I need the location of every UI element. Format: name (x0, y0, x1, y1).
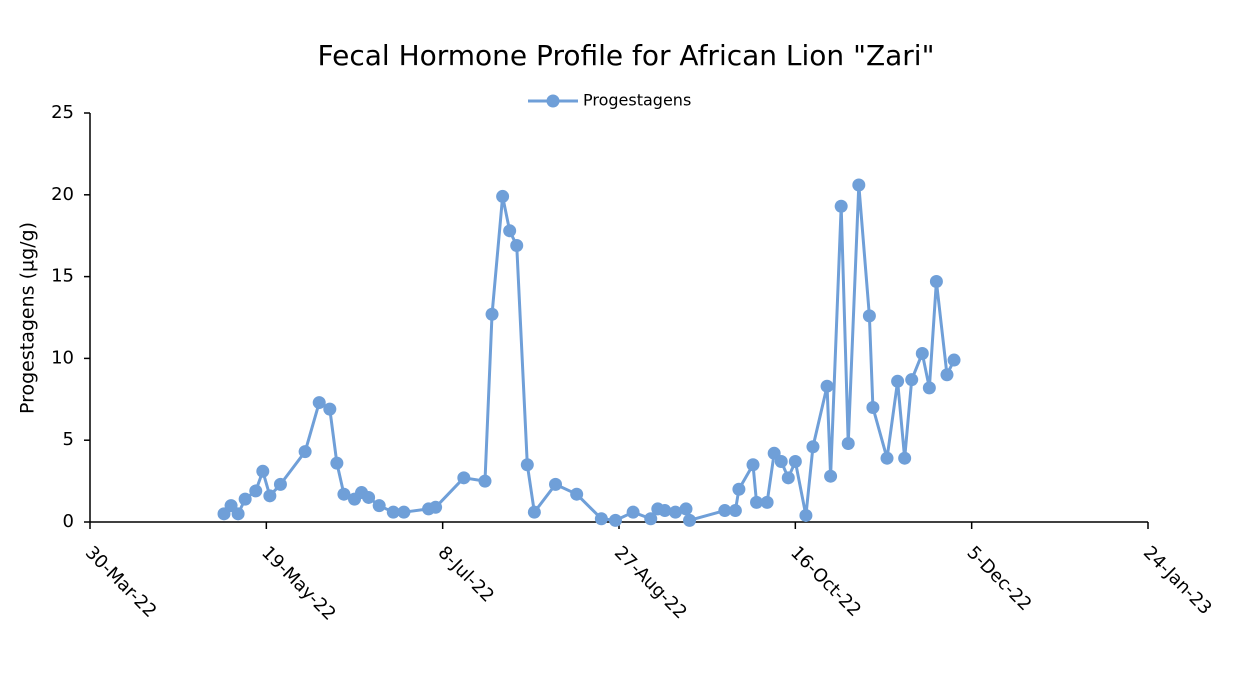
x-tick-label: 16-Oct-22 (786, 542, 865, 621)
data-point (898, 451, 912, 465)
data-point (820, 379, 834, 393)
x-tick-label: 5-Dec-22 (963, 542, 1036, 615)
y-tick-label: 25 (51, 102, 74, 123)
x-tick-label: 30-Mar-22 (81, 542, 161, 622)
data-point (760, 495, 774, 509)
data-point (520, 458, 534, 472)
data-point (231, 507, 245, 521)
x-tick-label: 24-Jan-23 (1139, 542, 1216, 619)
data-point (929, 275, 943, 289)
data-point (852, 178, 866, 192)
legend-marker (546, 94, 560, 108)
data-point (549, 477, 563, 491)
data-point (362, 490, 376, 504)
data-point (594, 512, 608, 526)
data-point (256, 464, 270, 478)
y-tick-label: 20 (51, 184, 74, 205)
data-point (273, 477, 287, 491)
data-point (668, 505, 682, 519)
data-point (728, 504, 742, 518)
data-point (940, 368, 954, 382)
y-axis-title: Progestagens (µg/g) (17, 222, 39, 414)
data-point (298, 445, 312, 459)
data-point (263, 489, 277, 503)
y-tick-label: 15 (51, 266, 74, 287)
data-point (788, 454, 802, 468)
series-line (222, 183, 956, 522)
data-point (503, 224, 517, 238)
y-tick-label: 10 (51, 347, 74, 368)
data-point (841, 436, 855, 450)
data-point (238, 492, 252, 506)
data-point (330, 456, 344, 470)
data-point (922, 381, 936, 395)
data-point (372, 499, 386, 513)
data-point (644, 512, 658, 526)
data-point (397, 505, 411, 519)
x-tick-label: 27-Aug-22 (610, 542, 691, 623)
data-point (626, 505, 640, 519)
data-point (485, 307, 499, 321)
data-point (880, 451, 894, 465)
data-point (249, 484, 263, 498)
data-point (781, 471, 795, 485)
data-point (312, 396, 326, 410)
data-point (527, 505, 541, 519)
data-point (834, 199, 848, 213)
data-point (746, 458, 760, 472)
data-point (862, 309, 876, 323)
data-point (866, 400, 880, 414)
data-point (570, 487, 584, 501)
data-point (496, 189, 510, 203)
data-point (774, 454, 788, 468)
x-tick-label: 8-Jul-22 (434, 542, 498, 606)
data-point (915, 346, 929, 360)
data-point (824, 469, 838, 483)
data-point (905, 373, 919, 387)
chart-title: Fecal Hormone Profile for African Lion "… (318, 39, 935, 72)
data-point (947, 353, 961, 367)
data-point (718, 504, 732, 518)
data-point (478, 474, 492, 488)
legend-label: Progestagens (583, 91, 691, 110)
data-point (806, 440, 820, 454)
data-point (457, 471, 471, 485)
data-point (750, 495, 764, 509)
x-tick-label: 19-May-22 (257, 542, 340, 625)
data-point (337, 487, 351, 501)
data-point (608, 513, 622, 527)
data-point (679, 502, 693, 516)
data-point (658, 504, 672, 518)
y-tick-label: 0 (63, 511, 74, 532)
data-point (510, 239, 524, 253)
data-point (732, 482, 746, 496)
y-tick-label: 5 (63, 429, 74, 450)
data-point (386, 505, 400, 519)
data-point (799, 508, 813, 522)
data-point (891, 374, 905, 388)
data-point (429, 500, 443, 514)
data-point (683, 513, 697, 527)
data-point (323, 402, 337, 416)
